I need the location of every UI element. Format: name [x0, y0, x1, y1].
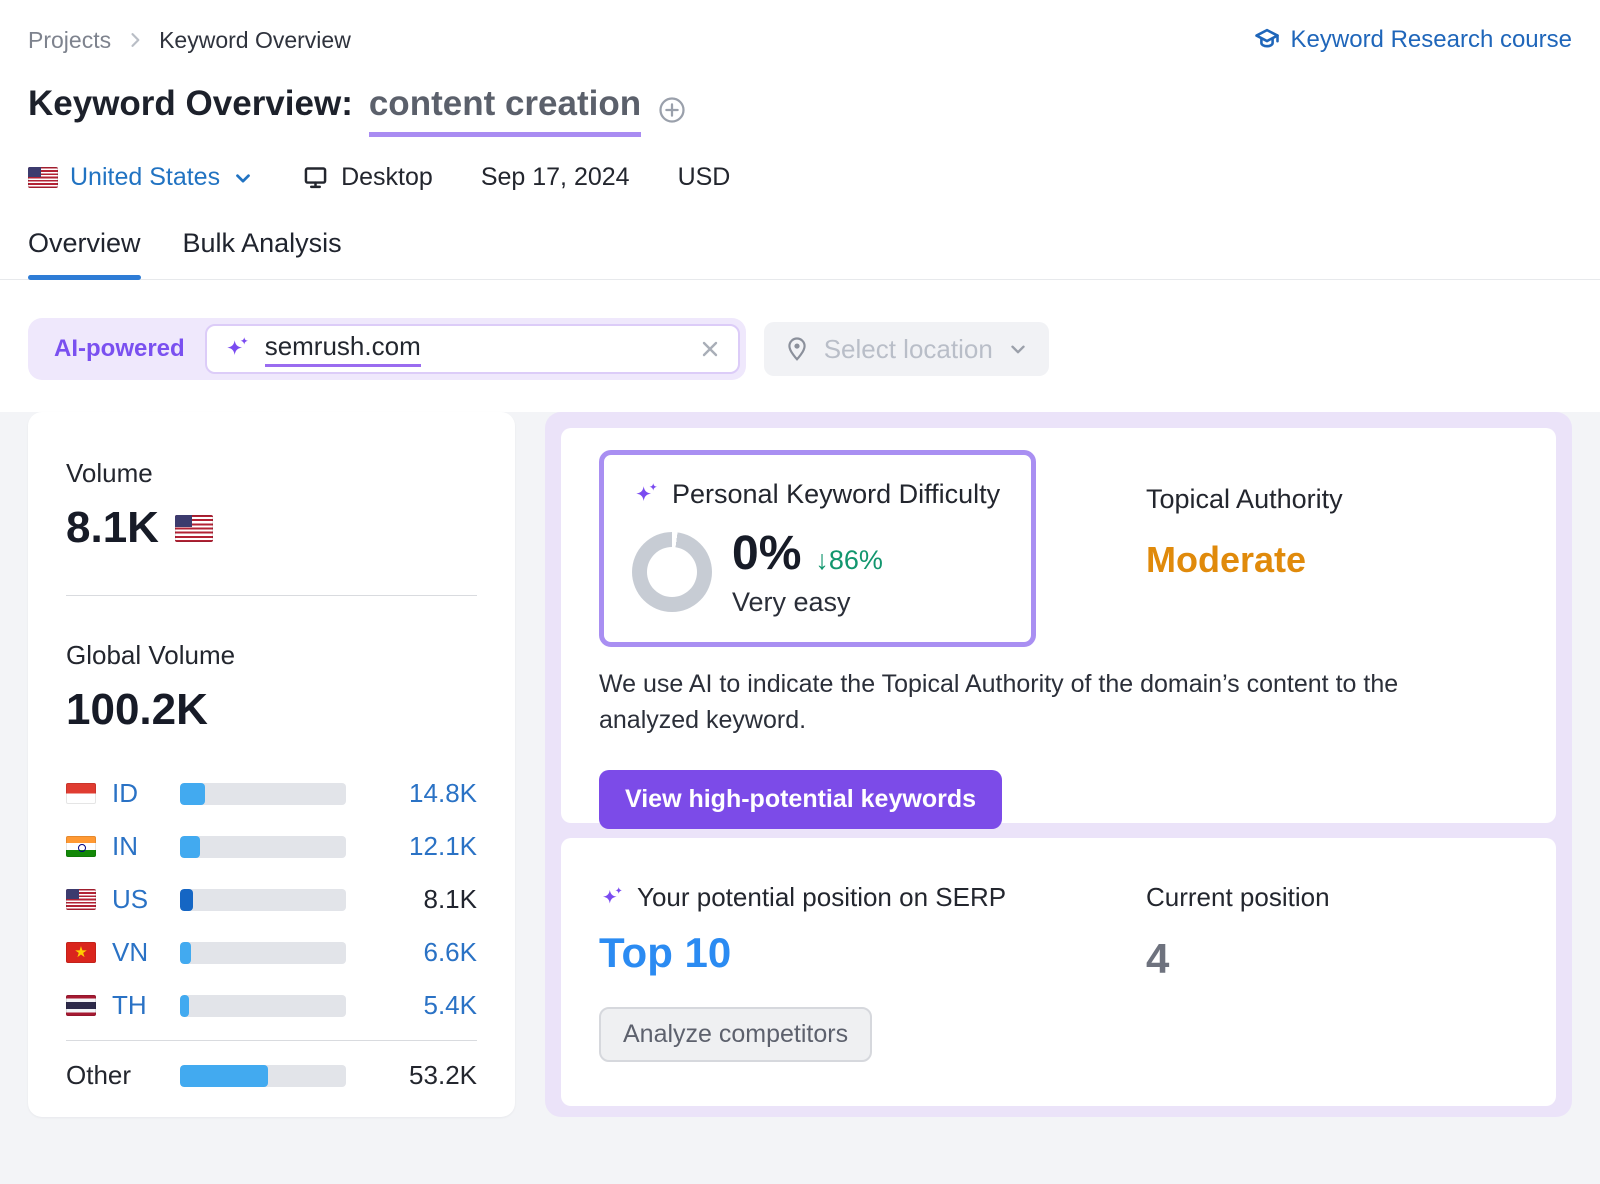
other-volume-value: 53.2K: [409, 1060, 477, 1090]
title-row: Keyword Overview: content creation: [0, 84, 1600, 137]
ai-insights-panel: Personal Keyword Difficulty 0% ↓86% Very…: [545, 412, 1572, 1117]
chevron-down-icon: [236, 173, 250, 183]
country-volume-value[interactable]: 6.6K: [423, 937, 478, 967]
course-link-label: Keyword Research course: [1290, 26, 1572, 53]
country-code-link[interactable]: ID: [112, 778, 138, 808]
tabs: Overview Bulk Analysis: [0, 224, 1600, 280]
graduation-cap-icon: [1254, 28, 1279, 48]
country-row-id: ID 14.8K: [66, 767, 477, 820]
analyze-competitors-button[interactable]: Analyze competitors: [599, 1007, 873, 1062]
country-volume-bar: [180, 835, 346, 858]
add-keyword-icon[interactable]: [657, 95, 687, 130]
country-code-link[interactable]: IN: [112, 831, 138, 861]
ai-sparkle-icon: [603, 886, 623, 904]
india-flag-icon: [66, 836, 96, 857]
country-row-th: TH 5.4K: [66, 979, 477, 1032]
country-list: ID 14.8K IN 12.1K US 8.1K VN 6.6K TH 5.4K: [66, 767, 477, 1032]
united-states-flag-icon: [66, 889, 96, 910]
date-filter: Sep 17, 2024: [481, 163, 630, 192]
other-label: Other: [66, 1060, 132, 1090]
divider: [66, 595, 477, 596]
pkd-delta: ↓86%: [815, 545, 883, 575]
currency-filter: USD: [678, 163, 731, 192]
country-volume-value[interactable]: 8.1K: [423, 884, 478, 914]
keyword-research-course-link[interactable]: Keyword Research course: [1253, 26, 1572, 54]
other-volume-row: Other 53.2K: [66, 1049, 477, 1102]
location-placeholder: Select location: [823, 333, 993, 364]
desktop-icon: [304, 167, 327, 189]
view-high-potential-keywords-button[interactable]: View high-potential keywords: [599, 770, 1002, 829]
date-label: Sep 17, 2024: [480, 163, 630, 191]
country-row-vn: VN 6.6K: [66, 926, 477, 979]
country-row-in: IN 12.1K: [66, 820, 477, 873]
country-selector[interactable]: United States: [28, 163, 254, 192]
topical-authority-description: We use AI to indicate the Topical Author…: [599, 670, 1399, 734]
global-volume-value: 100.2K: [66, 685, 208, 734]
volume-card: Volume 8.1K Global Volume 100.2K ID 14.8K…: [28, 412, 515, 1117]
device-filter: Desktop: [302, 163, 433, 192]
search-row: AI-powered semrush.com Select location: [0, 318, 1600, 380]
breadcrumb-projects-link[interactable]: Projects: [28, 26, 112, 53]
clear-input-icon[interactable]: [698, 337, 722, 361]
pkd-level: Very easy: [732, 587, 851, 617]
vietnam-flag-icon: [66, 942, 96, 963]
serp-potential-title: Your potential position on SERP: [637, 882, 1007, 912]
pkd-title: Personal Keyword Difficulty: [672, 479, 1001, 509]
location-pin-icon: [788, 337, 806, 361]
ai-search-container: AI-powered semrush.com: [28, 318, 746, 380]
divider: [66, 1040, 477, 1041]
volume-value: 8.1K: [66, 503, 477, 553]
ai-powered-badge: AI-powered: [54, 335, 185, 362]
serp-position-card: Your potential position on SERP Top 10 A…: [561, 838, 1556, 1106]
difficulty-donut-chart: [632, 532, 712, 612]
topical-authority: Topical Authority Moderate: [1146, 450, 1343, 647]
ai-sparkle-icon: [636, 482, 657, 501]
indonesia-flag-icon: [66, 783, 96, 804]
pkd-value: 0%: [732, 527, 802, 580]
serp-potential-value: Top 10: [599, 929, 732, 976]
page-title: Keyword Overview:: [28, 84, 353, 123]
country-selector-label: United States: [70, 163, 221, 191]
tab-overview[interactable]: Overview: [28, 224, 141, 280]
country-volume-bar: [180, 782, 346, 805]
country-code-link[interactable]: US: [112, 884, 149, 914]
filters-row: United States Desktop Sep 17, 2024 USD: [0, 163, 1600, 192]
country-code-link[interactable]: TH: [112, 990, 147, 1020]
current-position-label: Current position: [1146, 882, 1330, 912]
personal-keyword-difficulty-box: Personal Keyword Difficulty 0% ↓86% Very…: [599, 450, 1036, 647]
content-area: Volume 8.1K Global Volume 100.2K ID 14.8K…: [0, 412, 1600, 1184]
volume-label: Volume: [66, 458, 153, 488]
analyzed-keyword: content creation: [368, 84, 642, 137]
search-query-text: semrush.com: [264, 331, 421, 367]
chevron-down-icon: [1011, 345, 1025, 354]
domain-search-input[interactable]: semrush.com: [204, 324, 740, 374]
country-row-us: US 8.1K: [66, 873, 477, 926]
topical-authority-value: Moderate: [1146, 539, 1307, 580]
location-select[interactable]: Select location: [763, 322, 1049, 376]
breadcrumb-current: Keyword Overview: [159, 26, 351, 53]
country-volume-bar: [180, 888, 346, 911]
country-volume-value[interactable]: 14.8K: [409, 778, 477, 808]
topical-authority-label: Topical Authority: [1146, 484, 1343, 514]
country-volume-bar: [180, 994, 346, 1017]
other-volume-bar: [180, 1064, 346, 1087]
country-volume-value[interactable]: 12.1K: [409, 831, 477, 861]
keyword-difficulty-card: Personal Keyword Difficulty 0% ↓86% Very…: [561, 428, 1556, 829]
device-label: Desktop: [341, 163, 433, 191]
top-bar: Projects Keyword Overview Keyword Resear…: [0, 0, 1600, 54]
us-flag-icon: [28, 167, 58, 188]
thailand-flag-icon: [66, 995, 96, 1016]
global-volume-label: Global Volume: [66, 640, 236, 670]
country-volume-value[interactable]: 5.4K: [423, 990, 478, 1020]
current-position-value: 4: [1146, 935, 1170, 982]
breadcrumb-chevron-icon: [131, 33, 140, 47]
country-code-link[interactable]: VN: [112, 937, 149, 967]
currency-label: USD: [677, 163, 731, 191]
tab-bulk-analysis[interactable]: Bulk Analysis: [182, 228, 342, 258]
us-flag-icon: [174, 514, 213, 542]
breadcrumb: Projects Keyword Overview: [28, 27, 351, 54]
country-volume-bar: [180, 941, 346, 964]
ai-sparkle-icon: [227, 337, 248, 355]
